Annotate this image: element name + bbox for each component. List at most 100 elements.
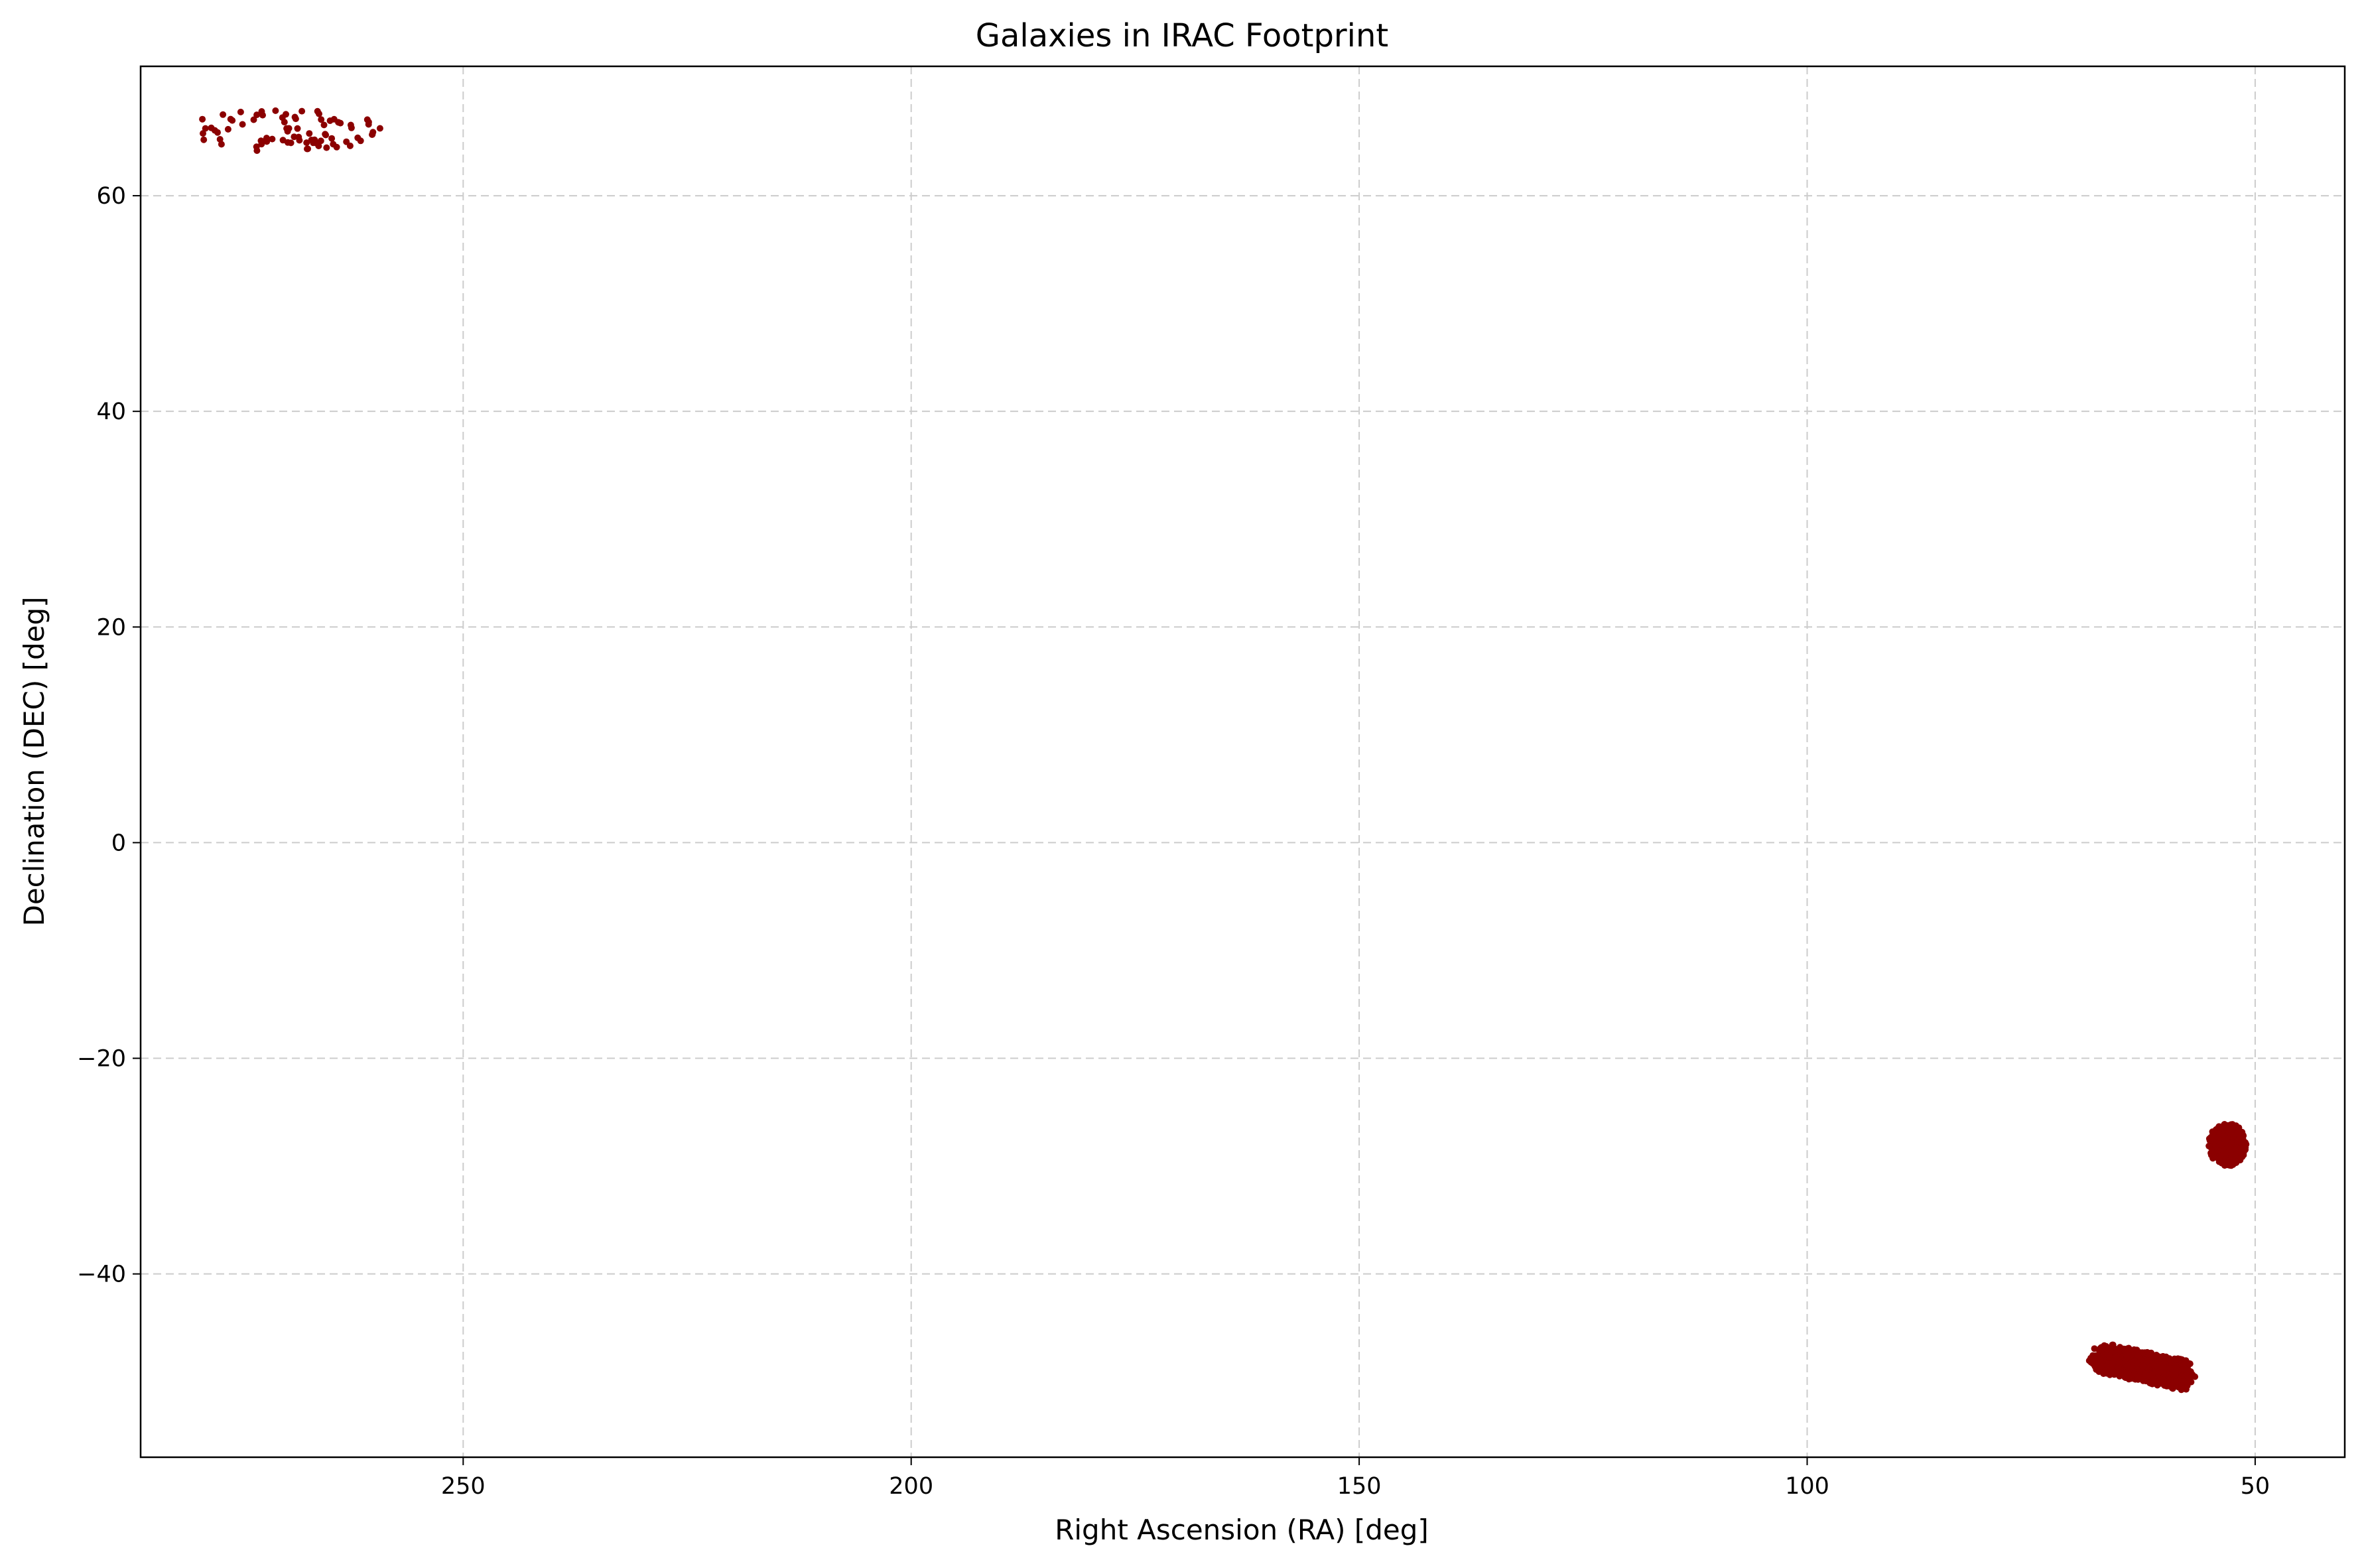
data-point <box>2158 1361 2165 1368</box>
data-point <box>211 127 218 134</box>
data-point <box>2239 1136 2247 1142</box>
data-point <box>2235 1147 2242 1155</box>
cluster-1 <box>199 107 383 155</box>
data-point <box>2157 1366 2164 1374</box>
data-point <box>2150 1361 2157 1368</box>
data-point <box>2109 1370 2116 1377</box>
cluster-2 <box>2205 1121 2250 1169</box>
data-point <box>2144 1357 2151 1364</box>
data-point <box>343 138 350 145</box>
data-point <box>200 136 208 143</box>
data-point <box>2166 1356 2174 1364</box>
data-point <box>304 145 310 153</box>
data-point <box>2103 1345 2110 1352</box>
data-point <box>2172 1371 2179 1378</box>
data-point <box>310 139 317 147</box>
data-point <box>224 125 231 133</box>
data-point <box>2222 1124 2229 1131</box>
data-point <box>2168 1365 2176 1372</box>
data-point <box>365 121 372 128</box>
y-axis-label: Declination (DEC) [deg] <box>18 596 50 926</box>
cluster-3 <box>2085 1341 2199 1394</box>
x-tick-label: 100 <box>1785 1473 1829 1500</box>
data-point <box>2234 1138 2241 1145</box>
data-point <box>2172 1379 2180 1386</box>
y-tick-label: 40 <box>96 399 126 425</box>
data-point <box>218 141 225 148</box>
data-point <box>227 115 234 123</box>
data-point <box>2148 1371 2156 1378</box>
data-point <box>2214 1147 2221 1154</box>
data-point <box>306 130 313 137</box>
data-point <box>369 129 377 136</box>
data-point <box>328 135 336 142</box>
data-point <box>298 107 306 115</box>
data-point <box>316 110 322 117</box>
data-point <box>292 115 299 123</box>
data-point <box>220 111 227 118</box>
data-point <box>2233 1159 2239 1166</box>
data-point <box>2139 1362 2146 1370</box>
data-point <box>239 121 246 128</box>
data-point <box>258 141 265 148</box>
x-axis-label: Right Ascension (RA) [deg] <box>1055 1514 1429 1546</box>
data-point <box>2134 1360 2141 1368</box>
data-point <box>320 121 328 129</box>
data-point <box>2181 1360 2188 1367</box>
data-point <box>2228 1131 2235 1138</box>
data-points <box>199 107 2250 1394</box>
data-point <box>2136 1367 2143 1374</box>
data-point <box>250 116 257 123</box>
data-point <box>322 131 329 138</box>
x-tick-label: 250 <box>441 1473 486 1500</box>
data-point <box>2145 1366 2152 1373</box>
data-point <box>216 136 224 143</box>
data-point <box>279 114 286 121</box>
y-tick-label: 0 <box>111 830 126 856</box>
data-point <box>2221 1133 2229 1140</box>
data-point <box>348 124 355 131</box>
data-point <box>2215 1155 2223 1163</box>
data-point <box>2221 1162 2228 1169</box>
data-point <box>253 111 261 119</box>
data-point <box>2241 1142 2248 1149</box>
y-tick-label: 20 <box>96 614 126 641</box>
data-point <box>253 147 261 155</box>
data-point <box>2184 1376 2192 1384</box>
data-point <box>202 125 209 132</box>
plot-frame <box>139 65 2346 1459</box>
data-point <box>2172 1356 2180 1363</box>
data-point <box>287 139 295 147</box>
data-point <box>2121 1357 2128 1364</box>
data-point <box>279 137 287 144</box>
data-point <box>2156 1354 2164 1362</box>
data-point <box>237 108 244 115</box>
grid-layer <box>141 66 2345 1457</box>
data-point <box>2106 1352 2113 1360</box>
data-point <box>2111 1355 2118 1362</box>
data-point <box>2123 1348 2131 1356</box>
data-point <box>323 144 330 151</box>
x-tick-label: 200 <box>889 1473 933 1500</box>
data-point <box>357 137 364 145</box>
data-point <box>200 130 206 137</box>
chart-title: Galaxies in IRAC Footprint <box>976 17 1388 54</box>
data-point <box>2124 1362 2131 1369</box>
data-point <box>2142 1372 2150 1379</box>
data-point <box>2228 1151 2235 1158</box>
x-tick-label: 150 <box>1337 1473 1382 1500</box>
data-point <box>2105 1363 2112 1370</box>
data-point <box>199 115 206 123</box>
data-point <box>2090 1356 2097 1364</box>
x-tick-label: 50 <box>2241 1473 2270 1500</box>
data-point <box>333 143 340 151</box>
data-point <box>272 107 279 114</box>
y-tick-label: −20 <box>77 1046 126 1073</box>
data-point <box>318 116 325 123</box>
data-point <box>376 125 383 132</box>
y-tick-label: −40 <box>77 1262 126 1288</box>
data-point <box>285 125 293 132</box>
